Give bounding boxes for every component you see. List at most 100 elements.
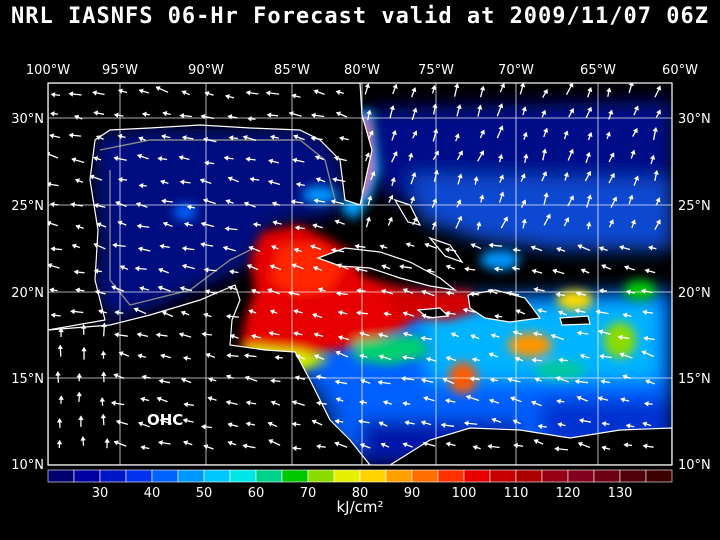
wind-vector-head (293, 134, 299, 140)
wind-vector-head (608, 219, 614, 225)
wind-vector-head (586, 194, 592, 200)
wind-vector-head (93, 203, 99, 209)
depth-contour (99, 139, 336, 306)
wind-vector-head (473, 176, 479, 182)
wind-vector-head (70, 308, 75, 315)
wind-vector-head (222, 245, 228, 251)
colorbar-tick-label: 60 (248, 486, 265, 501)
wind-vector-head (575, 291, 581, 297)
bahamas-land (393, 198, 422, 226)
wind-vector-head (537, 423, 543, 430)
wind-vector-head (507, 377, 513, 383)
wind-vector-head (333, 155, 339, 162)
wind-vector-head (74, 114, 80, 120)
colorbar-swatch (515, 469, 543, 483)
wind-vector-head (183, 440, 189, 446)
wind-vector-head (656, 109, 661, 115)
wind-vector-head (157, 156, 163, 162)
colorbar-swatch (99, 469, 127, 483)
wind-vector-head (183, 221, 189, 228)
wind-vector-head (445, 264, 451, 270)
wind-vector-head (117, 88, 123, 94)
wind-vector-head (500, 83, 506, 89)
wind-vector-head (454, 83, 460, 89)
wind-vector-head (463, 420, 469, 427)
wind-vector-head (137, 353, 143, 359)
wind-vector-head (408, 152, 414, 158)
lat-tick-label: 10°N (678, 458, 711, 473)
wind-vector-head (228, 135, 234, 141)
wind-vector-head (379, 244, 385, 250)
wind-vector-head (391, 129, 397, 136)
wind-vector-head (117, 133, 123, 140)
wind-vector-head (587, 106, 592, 112)
wind-vector-head (203, 312, 209, 318)
wind-vector-head (432, 198, 438, 204)
wind-vector-head (354, 266, 360, 273)
wind-vector-head (312, 223, 318, 229)
wind-vector-head (292, 157, 298, 163)
wind-vector-head (248, 245, 254, 251)
wind-vector-head (313, 354, 320, 360)
wind-vector-head (156, 396, 162, 402)
wind-vector-head (180, 377, 187, 383)
wind-vector-head (606, 87, 612, 93)
wind-vector-head (623, 442, 629, 448)
colorbar-swatch (125, 469, 153, 483)
wind-vector-head (186, 204, 192, 210)
wind-vector-head (512, 419, 518, 425)
wind-vector-head (141, 374, 147, 380)
wind-vector-head (402, 288, 408, 294)
wind-vector-head (224, 226, 230, 232)
wind-vector-head (421, 313, 427, 319)
colorbar-tick-labels: 30 40 50 60 70 80 90 100 110 120 130 (92, 486, 633, 501)
wind-vector-head (137, 246, 143, 252)
wind-vector-head (139, 285, 145, 292)
wind-vector-head (579, 353, 585, 359)
wind-vector-head (330, 199, 336, 205)
wind-vector-head (114, 332, 119, 338)
wind-vector-head (354, 243, 360, 250)
wind-vector-head (465, 394, 471, 401)
wind-vector-head (161, 134, 166, 140)
wind-vector-head (58, 395, 64, 400)
lat-tick-label: 25°N (678, 199, 711, 214)
wind-vector-head (229, 334, 235, 340)
plot-area (48, 83, 672, 465)
wind-vector-head (488, 242, 494, 248)
wind-vector-head (412, 107, 418, 113)
wind-vector-head (204, 289, 210, 295)
wind-vector-head (521, 106, 527, 112)
wind-vector-head (392, 83, 398, 89)
wind-vector-head (498, 103, 504, 109)
wind-vector-head (503, 216, 508, 222)
wind-vector-head (134, 265, 140, 272)
wind-vector-head (271, 201, 277, 207)
wind-vector-head (389, 105, 395, 111)
wind-vector-head (141, 111, 147, 117)
wind-vector-head (50, 92, 56, 98)
wind-vector-head (633, 105, 639, 111)
wind-vector-head (57, 344, 64, 350)
wind-vector-head (288, 111, 294, 117)
wind-vector-head (269, 134, 275, 140)
wind-vector-head (71, 157, 77, 163)
wind-vector-head (612, 196, 618, 202)
wind-vector-head (445, 441, 451, 447)
wind-vector-head (203, 267, 209, 273)
lon-tick-label: 75°W (418, 63, 454, 78)
wind-vector-head (226, 352, 231, 359)
wind-vector-head (75, 224, 81, 230)
wind-vector-head (433, 169, 439, 175)
wind-vector-head (93, 110, 99, 116)
wind-vector-head (543, 88, 548, 95)
wind-vector-head (113, 112, 119, 118)
wind-vector-head (542, 171, 548, 177)
wind-vector-head (534, 377, 540, 383)
wind-vector-head (199, 178, 205, 184)
wind-vector-head (411, 172, 417, 178)
lat-tick-label: 10°N (11, 458, 44, 473)
wind-vector-head (490, 333, 496, 339)
wind-vector-head (399, 264, 404, 270)
wind-vector-head (112, 242, 117, 248)
